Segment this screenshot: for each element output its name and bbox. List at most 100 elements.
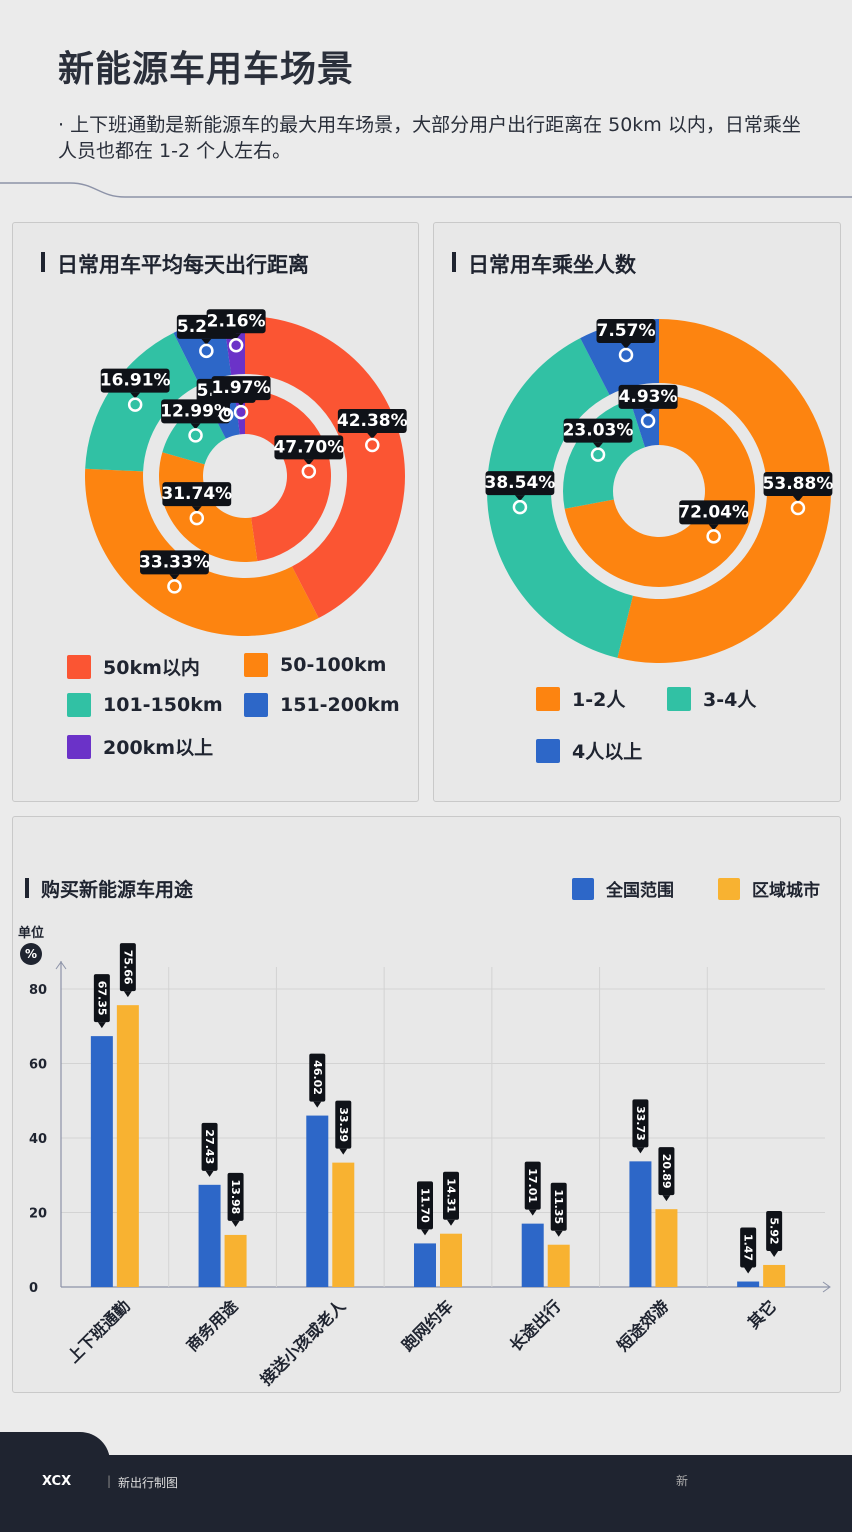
svg-text:1.47: 1.47 [742, 1234, 755, 1261]
legend-regional: 区域城市 [718, 876, 820, 901]
bar-1-6 [763, 1264, 786, 1287]
passenger-chart-title: 日常用车乘坐人数 [452, 249, 636, 279]
distance-inner-label-2: 12.99% [160, 399, 231, 443]
purpose-chart-title: 购买新能源车用途 [25, 875, 193, 902]
legend-national-swatch [572, 877, 594, 900]
y-tick-1: 20 [29, 1207, 47, 1222]
distance-legend-swatch-4 [67, 734, 91, 759]
bar-0-3 [414, 1243, 436, 1287]
distance-chart-title: 日常用车平均每天出行距离 [41, 249, 309, 279]
y-tick-2: 40 [29, 1132, 47, 1147]
svg-text:67.35: 67.35 [95, 981, 108, 1016]
passenger-inner-label-1: 23.03% [563, 418, 633, 462]
passenger-inner-label-2: 4.93% [618, 384, 678, 429]
legend-regional-swatch [718, 877, 740, 900]
bar-label-0-2: 46.02 [309, 1053, 326, 1108]
bar-1-1 [224, 1234, 247, 1287]
svg-text:7.57%: 7.57% [597, 321, 656, 341]
passenger-legend-label-2: 4人以上 [572, 741, 643, 763]
svg-text:17.01: 17.01 [526, 1168, 539, 1203]
brand-logo: XCX [42, 1474, 72, 1489]
passenger-outer-label-2: 7.57% [596, 318, 656, 363]
distance-legend-swatch-2 [67, 693, 91, 717]
distance-outer-label-2: 16.91% [100, 368, 171, 412]
svg-text:12.99%: 12.99% [160, 401, 231, 421]
distance-outer-slice-2 [85, 332, 200, 472]
distance-legend-item-4: 200km以上 [67, 733, 213, 760]
x-tick-2: 接送小孩或老人 [256, 1296, 349, 1389]
bar-label-1-5: 20.89 [658, 1147, 675, 1202]
passenger-legend-label-0: 1-2人 [572, 689, 626, 711]
watermark: 新 [676, 1474, 689, 1488]
svg-text:11.70: 11.70 [419, 1188, 432, 1223]
bar-0-4 [521, 1223, 544, 1287]
distance-outer-label-0: 42.38% [337, 408, 408, 453]
passenger-legend-swatch-0 [536, 686, 560, 711]
svg-text:75.66: 75.66 [121, 950, 134, 985]
distance-legend-swatch-3 [244, 693, 268, 717]
distance-legend-label-0: 50km以内 [103, 657, 200, 679]
legend-national-label: 全国范围 [606, 881, 674, 901]
distance-inner-label-1: 31.74% [161, 482, 232, 526]
x-tick-1: 商务用途 [183, 1296, 242, 1355]
bar-1-0 [116, 1005, 139, 1287]
svg-text:1.97%: 1.97% [212, 378, 271, 398]
svg-text:42.38%: 42.38% [337, 411, 408, 431]
bar-label-1-1: 13.98 [227, 1172, 244, 1227]
purpose-bar-chart: 0 20 40 60 80 67.35 75.66 上下班通勤 27.43 13.98 商务用途 46… [29, 943, 831, 1389]
bar-0-6 [737, 1281, 760, 1287]
distance-legend-item-0: 50km以内 [67, 653, 200, 680]
passenger-outer-slice-1 [487, 338, 633, 658]
distance-donut-chart: 42.38%33.33%16.91%5.21%2.16%47.70%31.74%… [85, 309, 408, 636]
distance-outer-slice-0 [245, 316, 406, 619]
svg-text:31.74%: 31.74% [161, 484, 232, 504]
distance-chart-card: 日常用车平均每天出行距离 42.38% 33.33% 16.91% 5.21% 2.16… [12, 222, 419, 802]
page-header: 新能源车用车场景 · 上下班通勤是新能源车的最大用车场景，大部分用户出行距离在 … [0, 0, 852, 200]
y-tick-3: 60 [29, 1058, 47, 1073]
bar-label-0-0: 67.35 [93, 974, 110, 1029]
bar-label-1-2: 33.39 [335, 1100, 352, 1155]
passenger-legend-swatch-2 [536, 738, 560, 763]
passenger-outer-label-1: 38.54% [485, 471, 556, 515]
purpose-chart-card: 购买新能源车用途 全国范围 区域城市 单位 % 0 20 40 60 80 67.35 75… [12, 816, 841, 1393]
bar-label-0-5: 33.73 [632, 1099, 649, 1154]
unit-badge: % [20, 943, 42, 965]
svg-text:16.91%: 16.91% [100, 371, 171, 391]
x-tick-3: 跑网约车 [398, 1296, 457, 1355]
x-tick-0: 上下班通勤 [64, 1296, 134, 1366]
distance-outer-label-4: 2.16% [206, 309, 266, 353]
y-tick-0: 0 [29, 1281, 38, 1296]
svg-text:27.43: 27.43 [203, 1129, 216, 1164]
bar-label-0-1: 27.43 [201, 1122, 218, 1177]
brand-label: 新出行制图 [118, 1476, 179, 1490]
bar-label-0-6: 1.47 [740, 1227, 757, 1274]
page-title: 新能源车用车场景 [58, 49, 355, 90]
bar-0-2 [306, 1115, 329, 1287]
distance-inner-slice-0 [245, 390, 332, 562]
unit-label: 单位 [18, 926, 45, 941]
bar-label-0-4: 17.01 [524, 1161, 541, 1216]
distance-legend-item-3: 151-200km [244, 693, 400, 717]
svg-text:20.89: 20.89 [660, 1154, 673, 1189]
passenger-donut-chart: 53.88% 38.54% 7.57% 72.04% 23.03% 4.93% [485, 318, 833, 663]
bar-label-1-4: 11.35 [550, 1182, 567, 1237]
svg-text:72.04%: 72.04% [678, 502, 749, 522]
svg-text:38.54%: 38.54% [485, 473, 556, 493]
legend-national: 全国范围 [572, 876, 674, 901]
svg-text:5.92: 5.92 [768, 1217, 781, 1244]
header-divider [0, 182, 852, 198]
passenger-outer-slice-0 [617, 319, 831, 663]
distance-legend-label-4: 200km以上 [103, 737, 214, 759]
svg-text:14.31: 14.31 [445, 1178, 458, 1213]
y-axis-arrow [55, 961, 67, 970]
bar-label-1-6: 5.92 [766, 1210, 783, 1257]
distance-inner-label-4: 1.97% [211, 376, 271, 420]
svg-text:46.02: 46.02 [311, 1060, 324, 1095]
distance-legend-label-1: 50-100km [280, 654, 387, 676]
x-tick-4: 长途出行 [506, 1296, 565, 1355]
distance-outer-label-1: 33.33% [139, 550, 210, 594]
distance-outer-slice-1 [85, 468, 319, 636]
bar-1-5 [655, 1209, 678, 1287]
passenger-legend-swatch-1 [667, 686, 691, 711]
distance-legend-label-3: 151-200km [280, 694, 400, 716]
